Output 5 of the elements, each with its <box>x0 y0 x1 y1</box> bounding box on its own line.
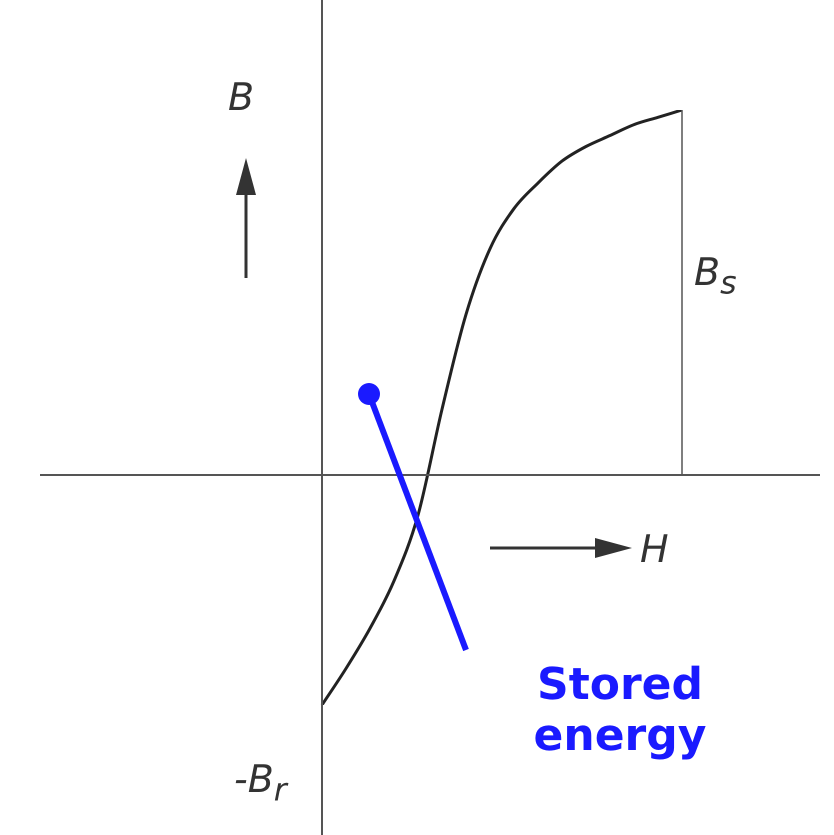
annotation: B$_{s}$ <box>694 250 737 302</box>
text: -B$_{r}$ <box>234 757 287 809</box>
y-axis-title: B <box>228 75 254 119</box>
x-axis-title: H <box>640 527 669 571</box>
annotation: Stored energy <box>532 659 708 762</box>
